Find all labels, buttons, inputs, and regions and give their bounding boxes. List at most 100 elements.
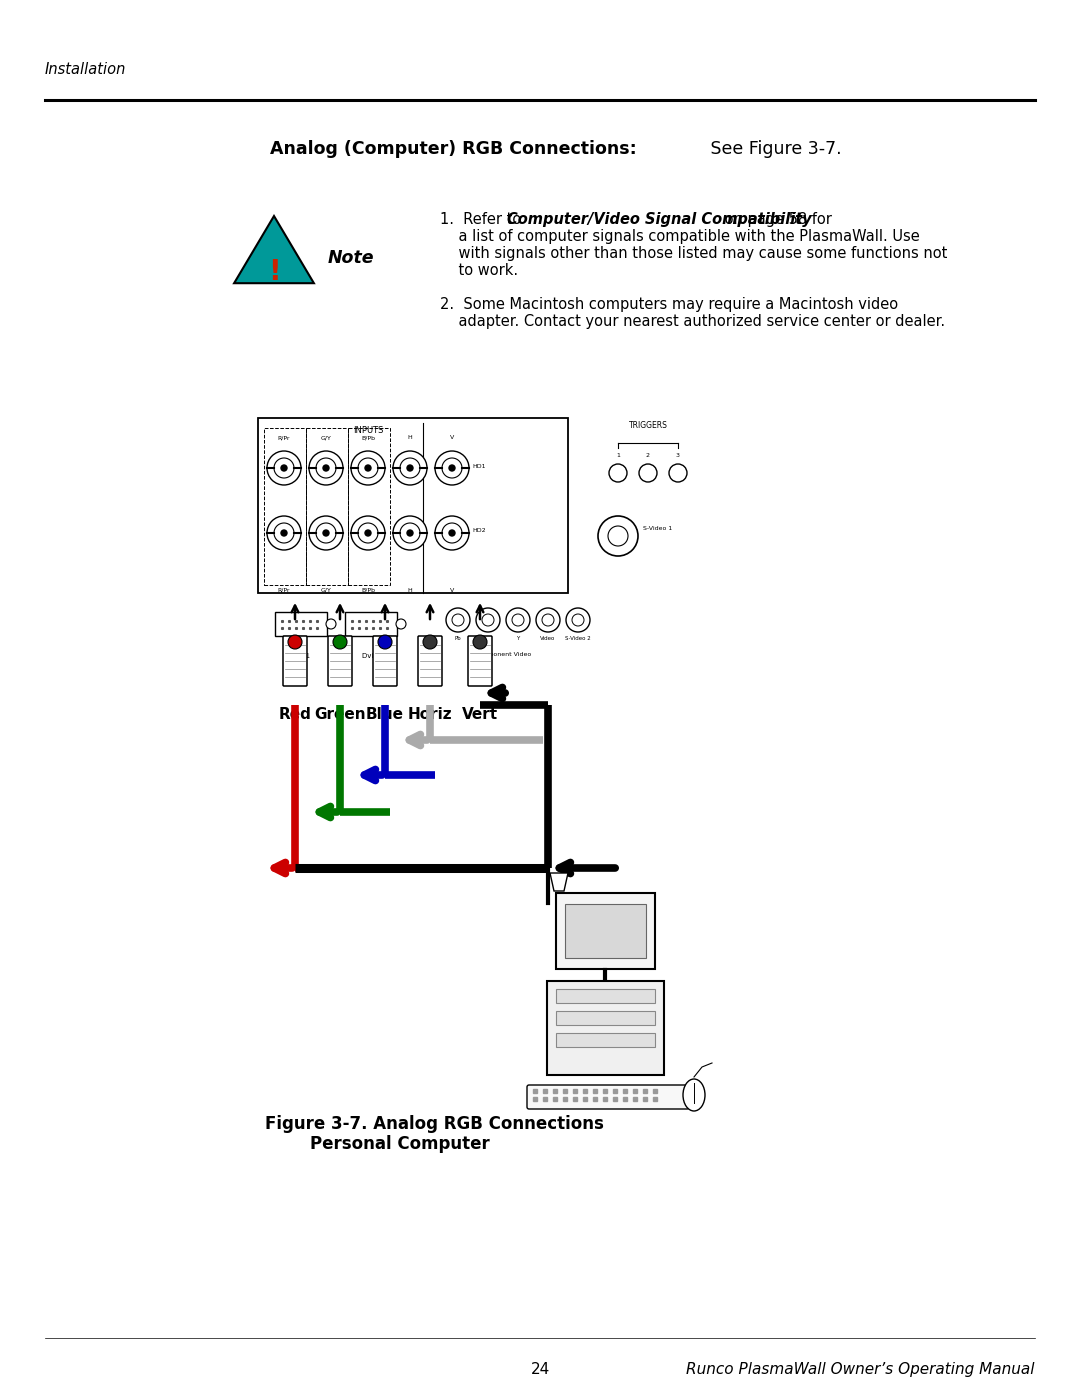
Text: G/Y: G/Y <box>321 588 332 592</box>
Circle shape <box>378 636 392 650</box>
Text: H: H <box>407 588 413 592</box>
FancyBboxPatch shape <box>556 893 654 970</box>
Text: Component Video: Component Video <box>475 652 531 657</box>
Circle shape <box>365 465 372 471</box>
Text: V: V <box>450 434 454 440</box>
FancyBboxPatch shape <box>373 636 397 686</box>
Text: B/Pb: B/Pb <box>361 434 375 440</box>
Circle shape <box>326 619 336 629</box>
Polygon shape <box>234 217 314 284</box>
Polygon shape <box>550 873 568 891</box>
Text: Pb: Pb <box>455 636 461 641</box>
Text: G/Y: G/Y <box>321 434 332 440</box>
Text: H: H <box>407 434 413 440</box>
Circle shape <box>435 515 469 550</box>
Circle shape <box>542 615 554 626</box>
Circle shape <box>267 515 301 550</box>
Circle shape <box>351 451 384 485</box>
Circle shape <box>309 451 343 485</box>
Circle shape <box>449 529 455 536</box>
FancyBboxPatch shape <box>283 636 307 686</box>
Circle shape <box>566 608 590 631</box>
Text: S-Video 2: S-Video 2 <box>565 636 591 641</box>
Text: 1: 1 <box>616 453 620 458</box>
Circle shape <box>453 615 464 626</box>
FancyBboxPatch shape <box>527 1085 689 1109</box>
Text: to work.: to work. <box>440 263 518 278</box>
Text: !: ! <box>268 258 281 286</box>
Circle shape <box>639 464 657 482</box>
Circle shape <box>442 522 462 543</box>
Circle shape <box>351 515 384 550</box>
Circle shape <box>609 464 627 482</box>
Circle shape <box>357 522 378 543</box>
Text: a list of computer signals compatible with the PlasmaWall. Use: a list of computer signals compatible wi… <box>440 229 920 244</box>
Circle shape <box>274 522 294 543</box>
Text: Installation: Installation <box>45 61 126 77</box>
FancyBboxPatch shape <box>556 1032 654 1046</box>
Circle shape <box>281 529 287 536</box>
Circle shape <box>449 465 455 471</box>
Text: Horiz: Horiz <box>407 707 453 722</box>
Ellipse shape <box>683 1078 705 1111</box>
FancyBboxPatch shape <box>468 636 492 686</box>
Text: 2.  Some Macintosh computers may require a Macintosh video: 2. Some Macintosh computers may require … <box>440 298 899 312</box>
FancyBboxPatch shape <box>565 904 646 958</box>
Circle shape <box>309 515 343 550</box>
Circle shape <box>608 527 627 546</box>
Text: 2: 2 <box>646 453 650 458</box>
Text: S-Video 1: S-Video 1 <box>643 527 672 531</box>
FancyBboxPatch shape <box>556 989 654 1003</box>
Circle shape <box>323 465 329 471</box>
Text: Red: Red <box>279 707 311 722</box>
FancyBboxPatch shape <box>328 636 352 686</box>
Text: Vert: Vert <box>462 707 498 722</box>
Circle shape <box>473 636 487 650</box>
Circle shape <box>442 458 462 478</box>
Circle shape <box>281 465 287 471</box>
Text: with signals other than those listed may cause some functions not: with signals other than those listed may… <box>440 246 947 261</box>
FancyBboxPatch shape <box>275 612 327 636</box>
Circle shape <box>267 451 301 485</box>
Circle shape <box>598 515 638 556</box>
Text: Computer/Video Signal Compatibility: Computer/Video Signal Compatibility <box>507 212 812 226</box>
Circle shape <box>407 529 413 536</box>
FancyBboxPatch shape <box>258 418 568 592</box>
Text: Figure 3-7. Analog RGB Connections: Figure 3-7. Analog RGB Connections <box>265 1115 604 1133</box>
FancyBboxPatch shape <box>546 981 664 1076</box>
Circle shape <box>507 608 530 631</box>
Circle shape <box>316 522 336 543</box>
FancyBboxPatch shape <box>418 636 442 686</box>
Circle shape <box>400 522 420 543</box>
Circle shape <box>572 615 584 626</box>
Text: See Figure 3-7.: See Figure 3-7. <box>705 140 841 158</box>
Text: Note: Note <box>328 249 375 267</box>
Circle shape <box>316 458 336 478</box>
Circle shape <box>323 529 329 536</box>
Text: Pr: Pr <box>485 636 490 641</box>
FancyBboxPatch shape <box>556 1011 654 1025</box>
Text: 1.  Refer to: 1. Refer to <box>440 212 526 226</box>
Circle shape <box>393 515 427 550</box>
Circle shape <box>400 458 420 478</box>
Text: B/Pb: B/Pb <box>361 588 375 592</box>
Text: R/Pr: R/Pr <box>278 588 291 592</box>
Circle shape <box>333 636 347 650</box>
Text: HD2: HD2 <box>472 528 486 534</box>
Text: Dvi 2: Dvi 2 <box>362 652 380 659</box>
Text: Dvi 1: Dvi 1 <box>292 652 310 659</box>
Circle shape <box>512 615 524 626</box>
Circle shape <box>536 608 561 631</box>
Circle shape <box>288 636 302 650</box>
Circle shape <box>423 636 437 650</box>
Circle shape <box>435 451 469 485</box>
Text: Analog (Computer) RGB Connections:: Analog (Computer) RGB Connections: <box>270 140 637 158</box>
Circle shape <box>407 465 413 471</box>
FancyBboxPatch shape <box>345 612 397 636</box>
Text: R/Pr: R/Pr <box>278 434 291 440</box>
Circle shape <box>365 529 372 536</box>
Text: Blue: Blue <box>366 707 404 722</box>
Text: Y: Y <box>516 636 519 641</box>
Text: INPUTS: INPUTS <box>353 426 383 434</box>
Text: Personal Computer: Personal Computer <box>310 1134 489 1153</box>
